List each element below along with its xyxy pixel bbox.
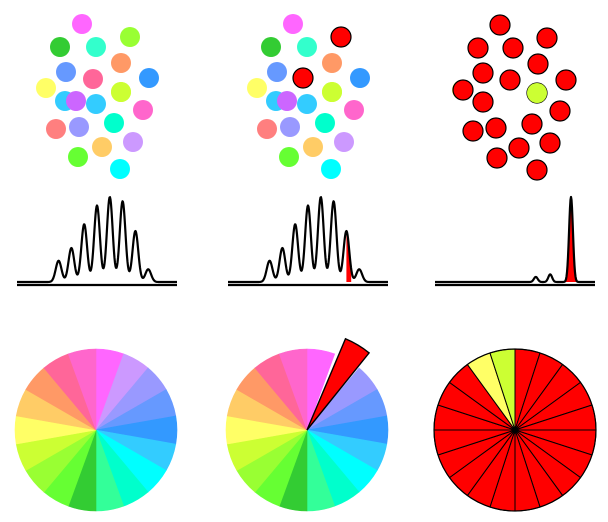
colored-dot [92, 137, 112, 157]
red-dot [499, 69, 521, 91]
colored-dot [261, 37, 281, 57]
distribution-diverse [16, 196, 178, 287]
dot-cluster-early-shift [247, 14, 370, 179]
distribution-homogeneous [434, 195, 596, 287]
red-dot [539, 132, 561, 154]
distribution-early-shift [227, 196, 389, 287]
distribution-curve [16, 196, 178, 284]
red-dot [526, 159, 548, 181]
colored-dot [322, 82, 342, 102]
wheel-segment [278, 348, 308, 431]
wheel-outline [433, 348, 597, 512]
colored-dot [297, 94, 317, 114]
color-wheel-homogeneous [433, 348, 597, 512]
red-dot [330, 26, 352, 48]
colored-dot [86, 37, 106, 57]
wheel-segment [67, 348, 97, 431]
red-dot [292, 67, 314, 89]
red-dot [486, 147, 508, 169]
colored-dot [133, 100, 153, 120]
dots-layer [36, 14, 577, 181]
colored-dot [123, 132, 143, 152]
colored-dot [104, 113, 124, 133]
red-dot [472, 91, 494, 113]
color-wheel-diverse [14, 348, 178, 512]
colored-dot [321, 159, 341, 179]
dot-cluster-homogeneous [452, 14, 577, 181]
colored-dot [283, 14, 303, 34]
colored-dot [257, 119, 277, 139]
colored-dot [344, 100, 364, 120]
colored-dot [72, 14, 92, 34]
popped-red-segment [306, 337, 371, 431]
red-dot [521, 113, 543, 135]
colored-dot [297, 37, 317, 57]
colored-dot [280, 117, 300, 137]
distribution-curve [227, 196, 389, 284]
red-dot [508, 137, 530, 159]
red-dot [549, 100, 571, 122]
color-wheel-early-shift [225, 337, 389, 512]
colored-dot [66, 91, 86, 111]
red-dot [555, 69, 577, 91]
red-dot [452, 79, 474, 101]
colored-dot [120, 27, 140, 47]
colored-dot [267, 62, 287, 82]
red-dot [472, 62, 494, 84]
colored-dot [36, 78, 56, 98]
colored-dot [68, 147, 88, 167]
red-dot [467, 37, 489, 59]
colored-dot [83, 69, 103, 89]
colored-dot [56, 62, 76, 82]
distribution-curve [434, 195, 596, 284]
red-dot [527, 53, 549, 75]
colored-dot [350, 68, 370, 88]
red-dot [536, 27, 558, 49]
colored-dot [111, 82, 131, 102]
colored-dot [50, 37, 70, 57]
red-dot [489, 14, 511, 36]
colored-dot [527, 83, 547, 103]
colored-dot [139, 68, 159, 88]
colored-dot [111, 53, 131, 73]
colored-dot [69, 117, 89, 137]
colored-dot [334, 132, 354, 152]
colored-dot [303, 137, 323, 157]
red-dot [462, 120, 484, 142]
color-wheel-layer [14, 337, 597, 512]
colored-dot [46, 119, 66, 139]
colored-dot [315, 113, 335, 133]
red-dot [485, 117, 507, 139]
dot-cluster-diverse [36, 14, 159, 179]
red-dot [502, 37, 524, 59]
colored-dot [277, 91, 297, 111]
colored-dot [86, 94, 106, 114]
distribution-layer [16, 195, 596, 287]
colored-dot [322, 53, 342, 73]
colored-dot [247, 78, 267, 98]
colored-dot [110, 159, 130, 179]
colored-dot [279, 147, 299, 167]
